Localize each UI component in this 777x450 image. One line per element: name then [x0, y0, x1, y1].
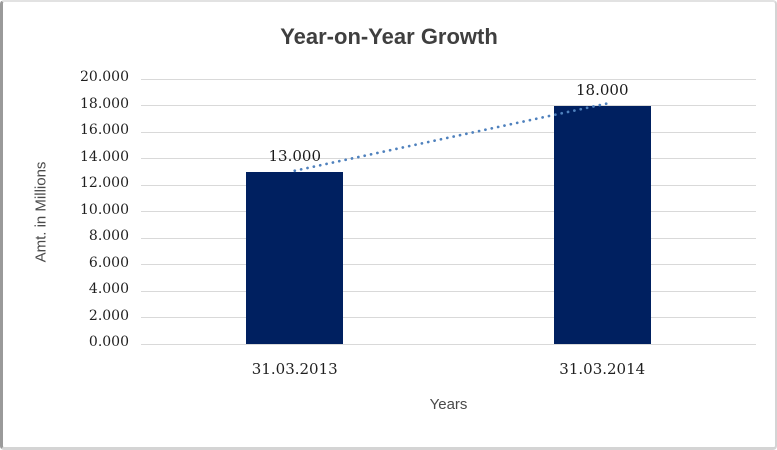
gridline [141, 78, 756, 80]
gridline [141, 131, 756, 133]
y-tick-label: 8.000 [88, 228, 129, 244]
gridline [141, 105, 756, 106]
gridline [141, 184, 756, 186]
y-tick-label: 18.000 [80, 95, 129, 112]
y-tick-label: 14.000 [80, 148, 129, 165]
gridline [141, 211, 756, 212]
data-label: 18.000 [576, 80, 629, 99]
plot-area: 13.000 18.000 [141, 78, 756, 345]
y-tick-label: 2.000 [88, 307, 129, 324]
gridline [141, 317, 756, 318]
y-tick-label: 20.000 [80, 69, 129, 85]
x-category-label: 31.03.2013 [251, 360, 338, 378]
y-tick-label: 4.000 [88, 281, 129, 297]
y-tick-label: 12.000 [80, 175, 129, 191]
y-tick-label: 10.000 [80, 201, 129, 218]
bar-31.03.2014 [553, 105, 651, 344]
gridline [141, 290, 756, 292]
y-tick-label: 16.000 [80, 122, 129, 138]
data-label: 13.000 [268, 146, 322, 165]
trendline-layer [293, 102, 609, 173]
y-tick-label: 6.000 [88, 254, 129, 271]
gridline [141, 264, 756, 265]
trendline [293, 102, 609, 173]
x-category-label: 31.03.2014 [559, 360, 646, 378]
y-tick-label: 0.000 [88, 334, 129, 350]
chart-title: Year-on-Year Growth [280, 24, 498, 49]
gridline [141, 158, 756, 159]
gridline [141, 237, 756, 239]
bar-31.03.2013 [246, 171, 344, 344]
x-axis-title: Years [429, 396, 468, 413]
gridline [141, 343, 756, 345]
